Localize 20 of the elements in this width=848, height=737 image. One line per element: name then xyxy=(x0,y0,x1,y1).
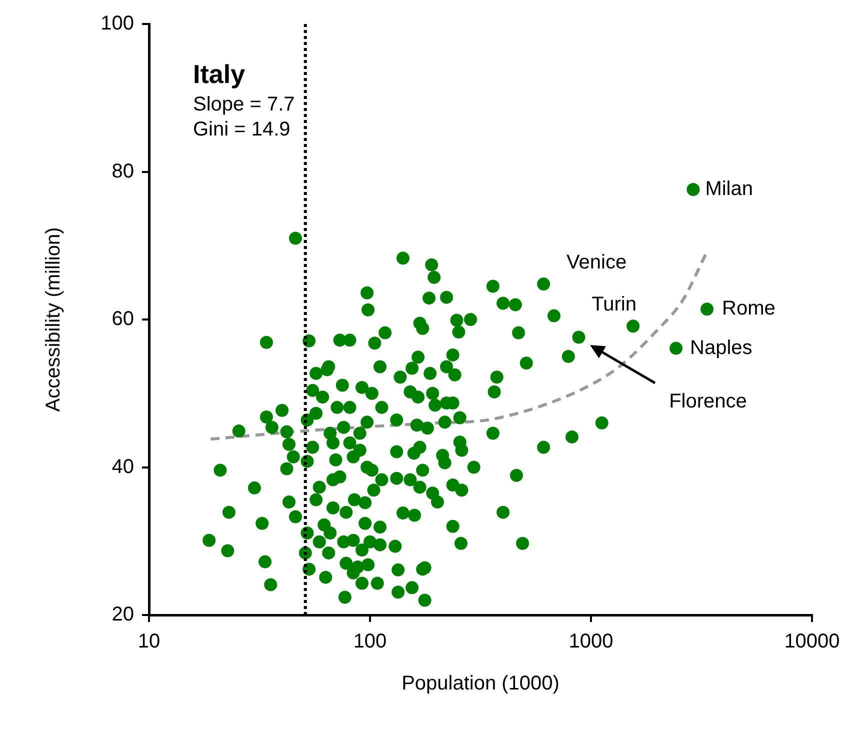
y-tick-label: 40 xyxy=(112,456,134,478)
annotation: Milan xyxy=(705,178,753,200)
x-tick-label: 1000 xyxy=(568,630,614,653)
y-tick-label: 80 xyxy=(112,160,134,182)
x-tick-label: 10 xyxy=(138,630,160,653)
annotation: Florence xyxy=(669,390,747,413)
y-tick-label: 20 xyxy=(112,604,134,626)
x-tick-label: 100 xyxy=(353,630,387,653)
annotation: Turin xyxy=(592,294,636,316)
y-axis-title: Accessibility (million) xyxy=(42,227,65,412)
annotation: Rome xyxy=(722,298,776,320)
x-axis-title: Population (1000) xyxy=(402,672,560,695)
annotation: Gini = 14.9 xyxy=(193,118,290,141)
annotation: Naples xyxy=(690,336,752,359)
x-tick-label: 10000 xyxy=(784,630,840,653)
y-tick-label: 60 xyxy=(112,308,134,330)
annotation: Italy xyxy=(193,59,246,90)
annotation: Slope = 7.7 xyxy=(193,94,295,116)
y-tick-label: 100 xyxy=(100,12,134,35)
annotation: Venice xyxy=(566,252,627,274)
